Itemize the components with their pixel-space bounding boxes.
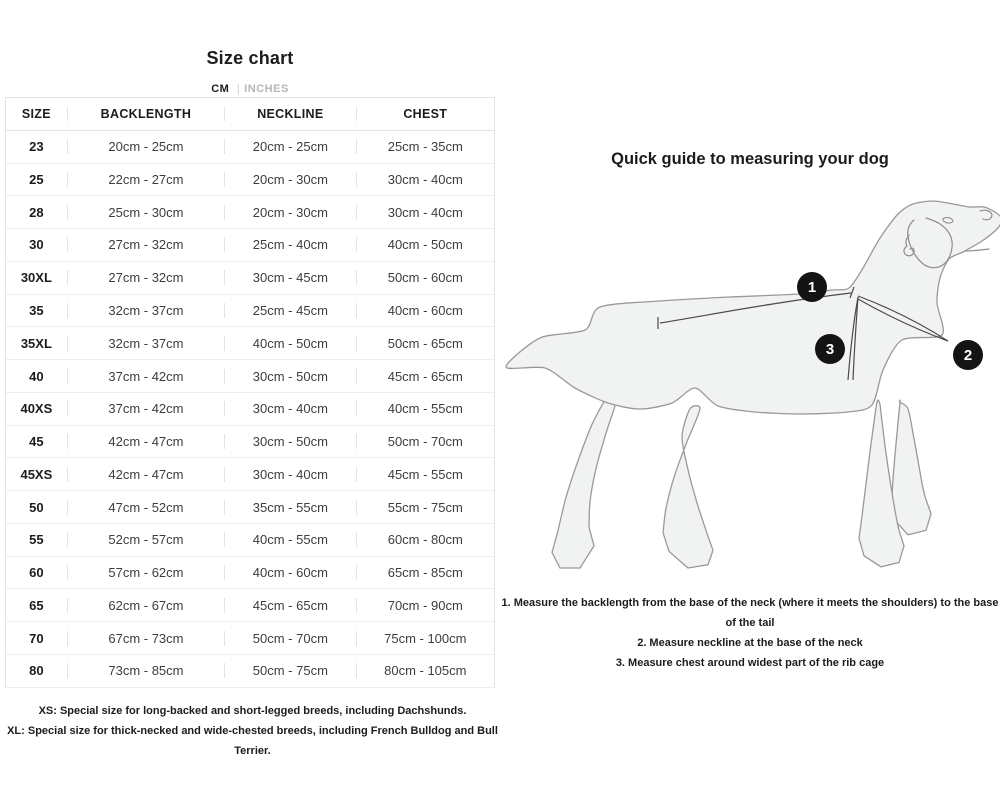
svg-text:1: 1 <box>808 279 816 296</box>
svg-text:2: 2 <box>964 347 972 364</box>
svg-text:3: 3 <box>826 341 834 358</box>
